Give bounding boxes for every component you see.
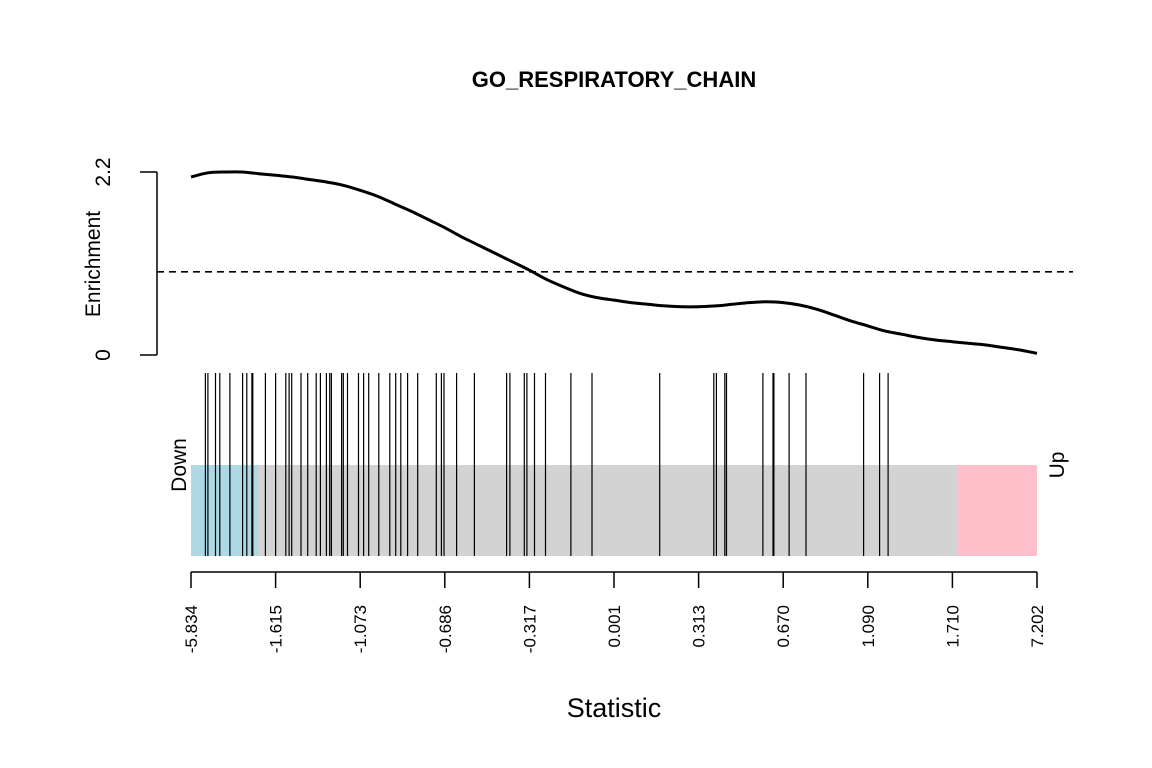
barcode-gene-ticks	[204, 373, 889, 556]
x-tick-label: 0.670	[774, 605, 793, 648]
x-axis: -5.834 -1.615 -1.073 -0.686 -0.317 0.001 0.313…	[182, 571, 1047, 723]
y-axis: 2.2 0 Enrichment	[82, 157, 158, 361]
barcode-up-label: Up	[1046, 452, 1069, 479]
x-tick-label: 7.202	[1028, 605, 1047, 648]
x-ticks: -5.834 -1.615 -1.073 -0.686 -0.317 0.001 0.313…	[182, 572, 1047, 653]
x-tick-label: 0.001	[605, 605, 624, 648]
barcode-background	[191, 465, 1037, 556]
x-tick-label: -1.615	[267, 605, 286, 653]
x-tick-label: -0.686	[436, 605, 455, 653]
x-axis-label: Statistic	[567, 693, 662, 723]
barcode-down-label: Down	[168, 438, 191, 492]
barcode-down-region	[191, 465, 258, 556]
x-tick-label: -5.834	[182, 605, 201, 653]
x-tick-label: 1.710	[943, 605, 962, 648]
x-tick-label: 0.313	[690, 605, 709, 648]
barcode-up-region	[958, 465, 1037, 556]
enrichment-line	[190, 170, 1038, 355]
barcode: Down Up	[168, 373, 1069, 556]
y-axis-label: Enrichment	[82, 211, 105, 317]
x-tick-label: -0.317	[520, 605, 539, 653]
y-tick-label-max: 2.2	[92, 157, 115, 186]
x-tick-label: 1.090	[859, 605, 878, 648]
y-tick-label-min: 0	[92, 349, 115, 361]
chart-title: GO_RESPIRATORY_CHAIN	[472, 67, 756, 92]
x-tick-label: -1.073	[351, 605, 370, 653]
